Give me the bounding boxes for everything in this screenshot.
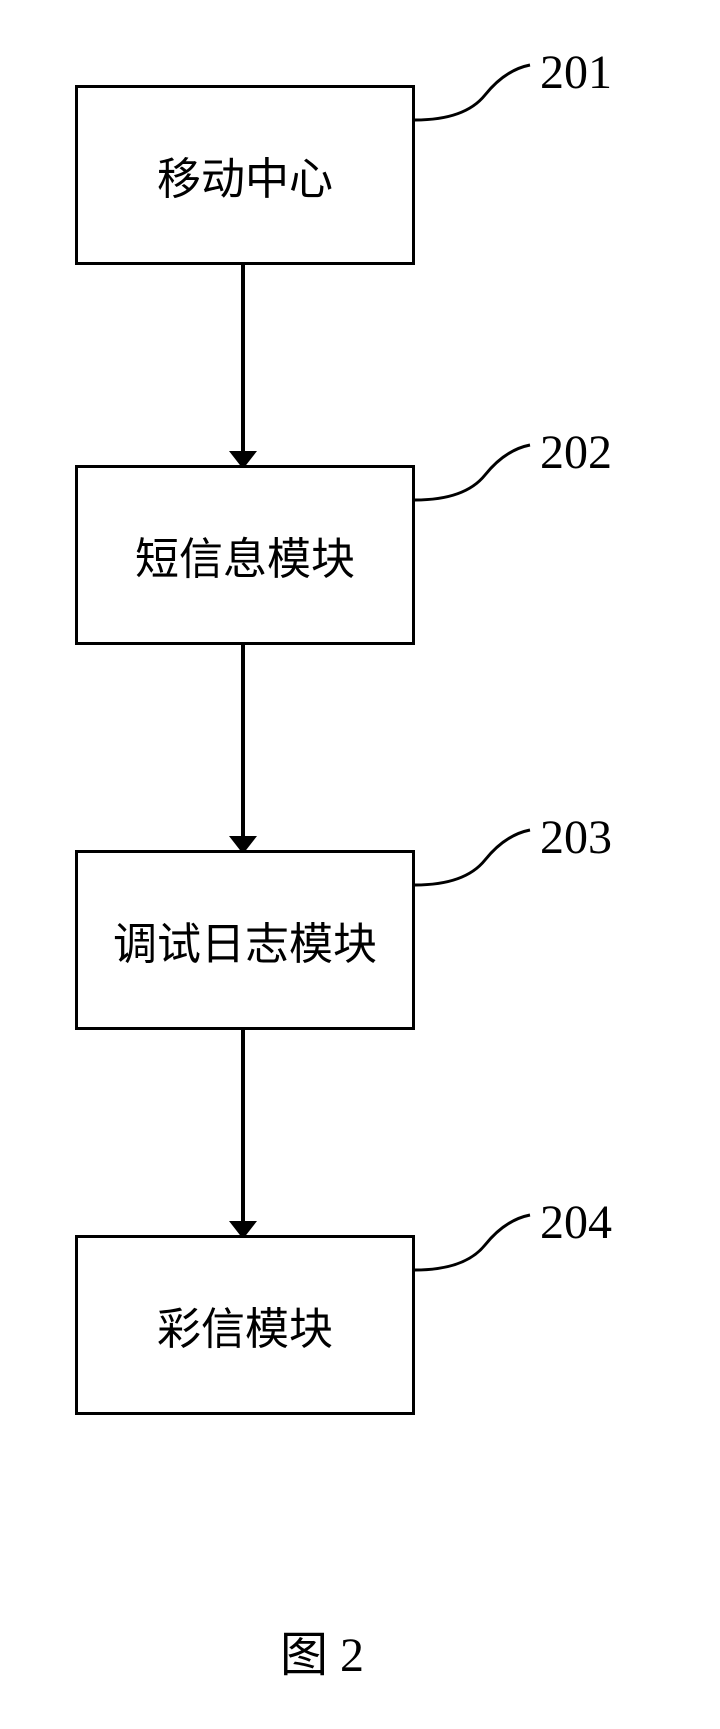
node-label-204: 204 xyxy=(540,1195,612,1250)
arrow-2 xyxy=(241,645,245,836)
node-text: 短信息模块 xyxy=(135,523,355,587)
connector-line-203 xyxy=(415,810,540,900)
flowchart-node-204: 彩信模块 xyxy=(75,1235,415,1415)
node-text: 移动中心 xyxy=(157,143,333,207)
node-text: 调试日志模块 xyxy=(113,908,377,972)
connector-line-204 xyxy=(415,1195,540,1285)
connector-line-201 xyxy=(415,45,540,135)
node-label-203: 203 xyxy=(540,810,612,865)
connector-line-202 xyxy=(415,425,540,515)
node-text: 彩信模块 xyxy=(157,1293,333,1357)
node-label-202: 202 xyxy=(540,425,612,480)
flowchart-node-203: 调试日志模块 xyxy=(75,850,415,1030)
arrow-1 xyxy=(241,265,245,451)
arrow-3 xyxy=(241,1030,245,1221)
node-label-201: 201 xyxy=(540,45,612,100)
figure-caption: 图 2 xyxy=(280,1615,364,1685)
flowchart-node-201: 移动中心 xyxy=(75,85,415,265)
flowchart-node-202: 短信息模块 xyxy=(75,465,415,645)
